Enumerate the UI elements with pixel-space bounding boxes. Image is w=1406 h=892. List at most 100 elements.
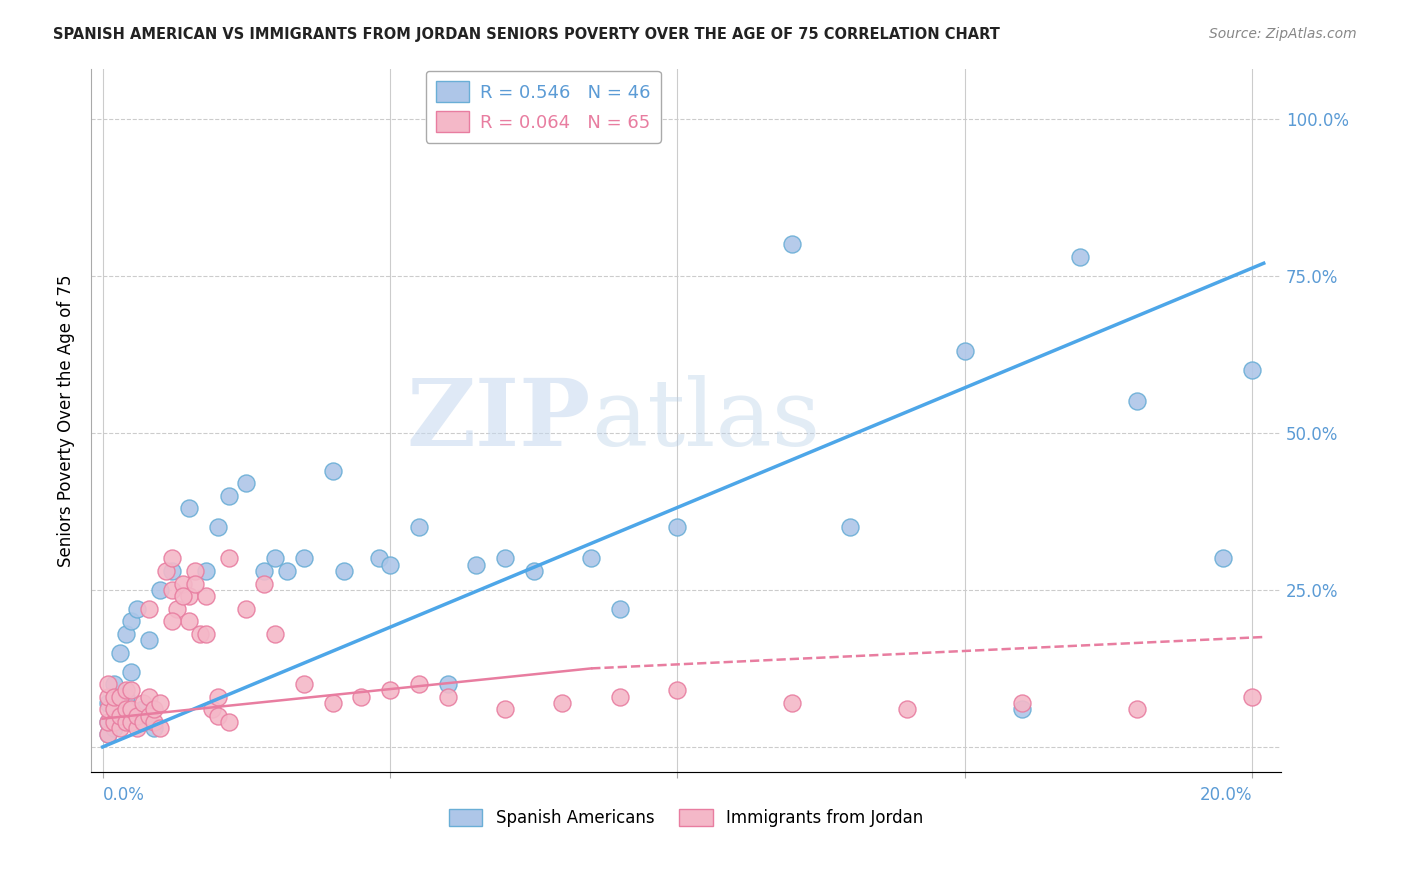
Point	[177, 615, 200, 629]
Point	[97, 714, 120, 729]
Text: atlas: atlas	[591, 376, 820, 466]
Point	[896, 702, 918, 716]
Point	[103, 677, 125, 691]
Point	[190, 627, 212, 641]
Text: ZIP: ZIP	[406, 376, 591, 466]
Point	[201, 702, 224, 716]
Point	[378, 558, 401, 572]
Text: 0.0%: 0.0%	[103, 786, 145, 804]
Point	[132, 702, 155, 716]
Point	[1212, 551, 1234, 566]
Point	[292, 551, 315, 566]
Point	[114, 683, 136, 698]
Point	[103, 714, 125, 729]
Point	[120, 683, 142, 698]
Point	[177, 501, 200, 516]
Point	[103, 721, 125, 735]
Point	[97, 727, 120, 741]
Point	[183, 576, 205, 591]
Point	[953, 344, 976, 359]
Point	[218, 489, 240, 503]
Point	[838, 520, 860, 534]
Point	[138, 708, 160, 723]
Text: SPANISH AMERICAN VS IMMIGRANTS FROM JORDAN SENIORS POVERTY OVER THE AGE OF 75 CO: SPANISH AMERICAN VS IMMIGRANTS FROM JORD…	[53, 27, 1000, 42]
Point	[143, 721, 166, 735]
Point	[465, 558, 488, 572]
Point	[97, 714, 120, 729]
Point	[132, 696, 155, 710]
Point	[160, 582, 183, 597]
Point	[114, 702, 136, 716]
Point	[322, 696, 344, 710]
Point	[160, 615, 183, 629]
Point	[103, 702, 125, 716]
Point	[166, 601, 188, 615]
Point	[252, 564, 274, 578]
Point	[138, 601, 160, 615]
Point	[235, 476, 257, 491]
Point	[276, 564, 298, 578]
Point	[264, 627, 287, 641]
Point	[436, 677, 458, 691]
Point	[183, 564, 205, 578]
Legend: Spanish Americans, Immigrants from Jordan: Spanish Americans, Immigrants from Jorda…	[443, 803, 929, 834]
Point	[120, 615, 142, 629]
Point	[264, 551, 287, 566]
Point	[97, 727, 120, 741]
Point	[782, 237, 804, 252]
Point	[120, 702, 142, 716]
Point	[666, 683, 689, 698]
Point	[120, 665, 142, 679]
Point	[195, 589, 218, 603]
Point	[1011, 696, 1033, 710]
Point	[494, 551, 516, 566]
Point	[103, 690, 125, 704]
Point	[143, 702, 166, 716]
Point	[120, 714, 142, 729]
Point	[207, 520, 229, 534]
Point	[367, 551, 389, 566]
Point	[252, 576, 274, 591]
Point	[1126, 394, 1149, 409]
Point	[408, 520, 430, 534]
Point	[523, 564, 546, 578]
Point	[1241, 690, 1264, 704]
Point	[172, 589, 194, 603]
Point	[97, 696, 120, 710]
Point	[350, 690, 373, 704]
Point	[609, 690, 631, 704]
Point	[195, 564, 218, 578]
Point	[155, 564, 177, 578]
Point	[108, 708, 131, 723]
Point	[114, 714, 136, 729]
Point	[127, 708, 149, 723]
Text: Source: ZipAtlas.com: Source: ZipAtlas.com	[1209, 27, 1357, 41]
Point	[127, 601, 149, 615]
Point	[322, 464, 344, 478]
Point	[138, 633, 160, 648]
Point	[177, 589, 200, 603]
Point	[207, 708, 229, 723]
Point	[292, 677, 315, 691]
Point	[1011, 702, 1033, 716]
Point	[551, 696, 574, 710]
Point	[149, 696, 172, 710]
Point	[195, 627, 218, 641]
Point	[149, 721, 172, 735]
Point	[143, 714, 166, 729]
Point	[97, 677, 120, 691]
Point	[1241, 363, 1264, 377]
Point	[97, 690, 120, 704]
Point	[235, 601, 257, 615]
Point	[782, 696, 804, 710]
Point	[160, 564, 183, 578]
Point	[108, 646, 131, 660]
Point	[172, 576, 194, 591]
Point	[1069, 250, 1091, 264]
Point	[149, 582, 172, 597]
Point	[408, 677, 430, 691]
Point	[108, 721, 131, 735]
Point	[138, 690, 160, 704]
Point	[127, 721, 149, 735]
Point	[609, 601, 631, 615]
